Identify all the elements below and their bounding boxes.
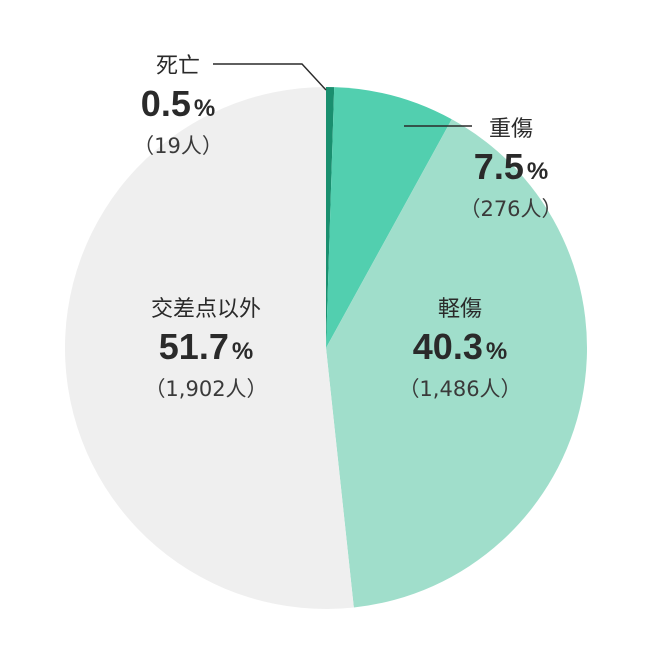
slice-serious-injury (326, 87, 452, 348)
slice-count-minor-injury: （1,486人） (398, 377, 521, 401)
slice-death (326, 87, 335, 348)
slice-count-non-intersection: （1,902人） (144, 377, 267, 401)
label-group-minor-injury: 軽傷 40.3 % （1,486人） (398, 297, 521, 401)
slice-count-death: （19人） (133, 134, 223, 158)
leader-line-death (213, 63, 327, 91)
slice-percent-serious-injury: 7.5% (474, 146, 548, 187)
slice-percent-non-intersection: 51.7% (159, 326, 253, 367)
slice-label-death: 死亡 (156, 54, 200, 79)
label-group-serious-injury: 重傷 7.5 % （276人） (459, 117, 562, 221)
label-group-non-intersection: 交差点以外 51.7 % （1,902人） (144, 297, 267, 401)
pie-slices (64, 87, 588, 609)
slice-percent-minor-injury: 40.3% (413, 326, 507, 367)
leader-lines (213, 63, 472, 127)
label-group-death: 死亡 0.5 % （19人） (133, 54, 223, 158)
slice-label-minor-injury: 軽傷 (438, 297, 482, 322)
slice-minor-injury (326, 119, 588, 608)
slice-count-serious-injury: （276人） (459, 197, 562, 221)
slice-label-non-intersection: 交差点以外 (151, 297, 261, 322)
slice-non-intersection (64, 87, 354, 609)
slice-percent-death: 0.5% (141, 83, 215, 124)
slice-label-serious-injury: 重傷 (489, 117, 533, 142)
slice-labels: 死亡 0.5 % （19人） 重傷 7.5 % （276人） 軽傷 40.3 % （1,486人） 交差… (133, 54, 562, 401)
